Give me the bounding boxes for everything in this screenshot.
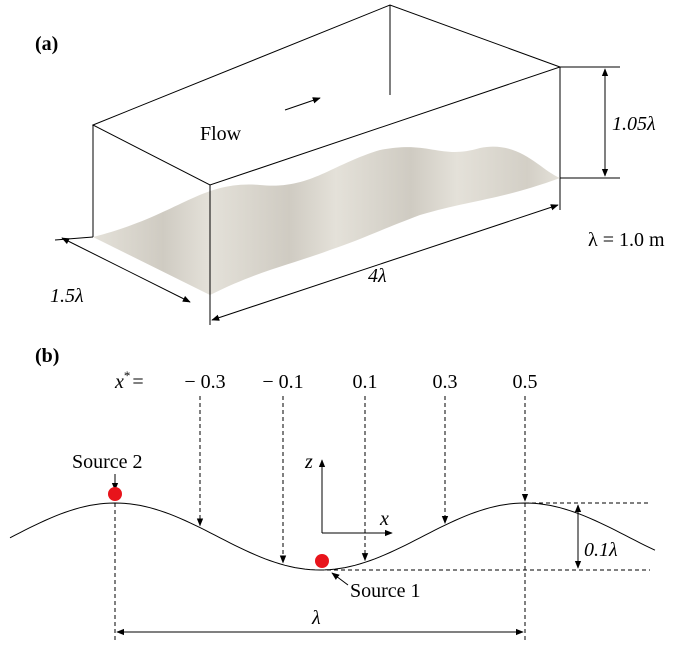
panel-label: (a) — [35, 33, 58, 55]
x-star-label: x*= — [114, 368, 144, 393]
source-1-label: Source 1 — [350, 580, 421, 602]
width-label: 1.5λ — [50, 285, 84, 307]
source-2-label: Source 2 — [72, 451, 143, 473]
figure: (a) Flow 1.05λ λ = 1.0 m 1.5λ 4λ (b) x*=… — [0, 0, 689, 653]
position-label: − 0.3 — [184, 371, 225, 393]
height-label: 1.05λ — [612, 113, 656, 135]
panel-label: (b) — [35, 345, 59, 367]
x-star-superscript: * — [124, 368, 131, 383]
wave-profile — [10, 503, 655, 570]
position-label: 0.1 — [353, 371, 378, 393]
z-axis-label: z — [304, 451, 313, 473]
height-ticks — [560, 67, 620, 178]
x-axis-label: x — [379, 508, 389, 530]
length-label: 4λ — [368, 265, 387, 287]
position-label: 0.5 — [513, 371, 538, 393]
source-2 — [108, 487, 122, 501]
width-tick — [55, 237, 93, 240]
x-star-symbol: x — [114, 371, 124, 393]
wavelength-label: λ — [311, 607, 321, 629]
position-label: − 0.1 — [262, 371, 303, 393]
source-1-arrow — [332, 573, 348, 585]
wavy-surface — [93, 147, 560, 295]
flow-label: Flow — [200, 123, 242, 145]
source-1 — [315, 554, 329, 568]
x-star-equals: = — [132, 371, 143, 393]
panel-a: (a) Flow 1.05λ λ = 1.0 m 1.5λ 4λ — [35, 5, 665, 325]
wavelength-def: λ = 1.0 m — [588, 229, 665, 251]
position-label: 0.3 — [433, 371, 458, 393]
flow-arrow — [285, 98, 320, 110]
amplitude-label: 0.1λ — [584, 539, 618, 561]
panel-b: (b) x*= λ 0.1λ z x Source 2 Source 1 − 0… — [10, 345, 655, 640]
